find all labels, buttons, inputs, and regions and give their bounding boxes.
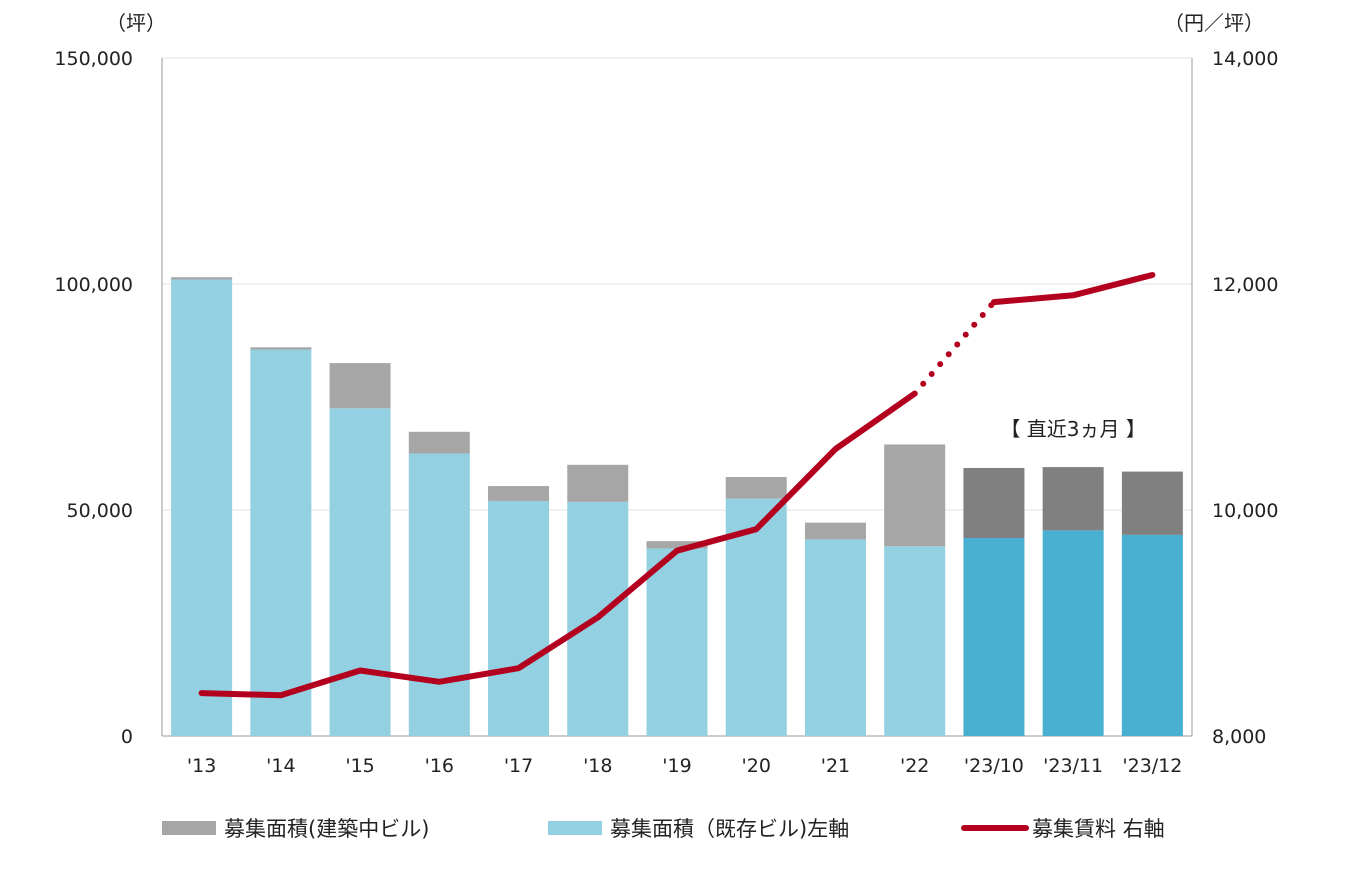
- bar-construction: [408, 431, 470, 454]
- bar-construction: [884, 444, 946, 547]
- bar-existing: [646, 548, 708, 736]
- x-tick-label: '23/10: [964, 755, 1024, 777]
- left-tick-label: 0: [121, 726, 133, 748]
- bar-existing: [963, 538, 1025, 736]
- bar-construction: [1042, 467, 1104, 531]
- bar-construction: [646, 541, 708, 549]
- legend-label: 募集面積(建築中ビル): [224, 817, 429, 841]
- x-tick-label: '22: [900, 755, 929, 777]
- rent-line-solid: [990, 272, 1156, 306]
- left-tick-label: 150,000: [54, 48, 133, 70]
- left-axis-unit: （坪）: [106, 11, 166, 35]
- x-tick-label: '16: [425, 755, 454, 777]
- bar-construction: [963, 467, 1025, 539]
- rent-line-solid: [198, 390, 918, 699]
- right-tick-label: 14,000: [1212, 48, 1278, 70]
- legend-label: 募集賃料 右軸: [1032, 817, 1165, 841]
- bar-existing: [804, 539, 866, 736]
- bar-existing: [488, 500, 550, 736]
- bar-existing: [725, 498, 787, 736]
- right-tick-label: 10,000: [1212, 500, 1278, 522]
- bar-construction: [329, 363, 391, 409]
- bar-construction: [488, 486, 550, 501]
- bar-construction: [725, 477, 787, 499]
- right-tick-label: 8,000: [1212, 726, 1266, 748]
- left-tick-label: 100,000: [54, 274, 133, 296]
- bar-existing: [1121, 534, 1183, 736]
- bar-existing: [408, 453, 470, 736]
- bar-existing: [250, 349, 312, 736]
- x-tick-label: '21: [821, 755, 850, 777]
- legend-swatch: [162, 821, 216, 835]
- bar-construction: [171, 277, 233, 280]
- x-tick-label: '14: [266, 755, 295, 777]
- bar-construction: [567, 464, 629, 502]
- bar-construction: [1121, 471, 1183, 535]
- right-axis-unit: （円／坪）: [1164, 11, 1264, 35]
- x-tick-label: '19: [662, 755, 691, 777]
- bar-existing: [171, 279, 233, 736]
- bar-existing: [329, 408, 391, 736]
- x-tick-label: '13: [187, 755, 216, 777]
- right-tick-label: 12,000: [1212, 274, 1278, 296]
- recent-3-months-annotation: 【 直近3ヵ月 】: [1000, 417, 1145, 441]
- left-tick-label: 50,000: [67, 500, 133, 522]
- x-tick-label: '20: [742, 755, 771, 777]
- bar-existing: [1042, 530, 1104, 736]
- x-tick-label: '15: [345, 755, 374, 777]
- bar-construction: [250, 347, 312, 350]
- bar-construction: [804, 522, 866, 540]
- x-tick-label: '17: [504, 755, 533, 777]
- rent-line-dotted: [911, 299, 997, 397]
- legend-swatch: [548, 821, 602, 835]
- legend-label: 募集面積（既存ビル)左軸: [610, 817, 849, 841]
- bar-existing: [884, 546, 946, 736]
- x-tick-label: '23/11: [1043, 755, 1103, 777]
- x-tick-label: '18: [583, 755, 612, 777]
- x-tick-label: '23/12: [1122, 755, 1182, 777]
